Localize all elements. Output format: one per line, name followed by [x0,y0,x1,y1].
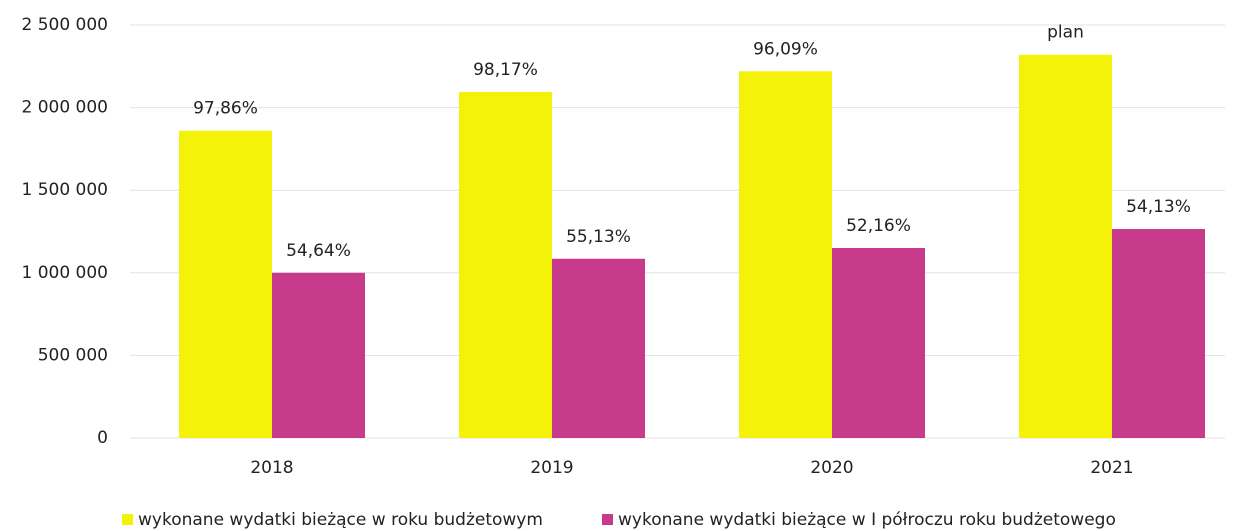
bar [179,130,272,438]
bar-annotation: plan [1047,23,1084,43]
bar-annotation: 98,17% [473,60,538,80]
bar [832,248,925,438]
x-tick-label: 2021 [1090,458,1133,478]
y-tick-label: 2 500 000 [21,15,108,35]
legend-label: wykonane wydatki bieżące w roku budżetow… [138,510,543,530]
bar [1112,229,1205,438]
x-tick-label: 2020 [810,458,853,478]
bar [552,258,645,438]
bar-annotation: 54,13% [1126,197,1191,217]
bar [739,71,832,439]
bar-annotation: 96,09% [753,39,818,59]
legend-swatch [602,514,613,525]
y-tick-label: 1 500 000 [21,180,108,200]
legend-swatch [122,514,133,525]
bar-annotation: 97,86% [193,99,258,119]
legend-label: wykonane wydatki bieżące w I półroczu ro… [618,510,1116,530]
y-tick-label: 0 [97,428,108,448]
y-tick-label: 1 000 000 [21,263,108,283]
y-tick-label: 2 000 000 [21,98,108,118]
bar-annotation: 52,16% [846,216,911,236]
bar-annotation: 55,13% [566,227,631,247]
bar-annotation: 54,64% [286,241,351,261]
x-tick-label: 2018 [250,458,293,478]
bar [1019,54,1112,439]
y-tick-label: 500 000 [38,345,108,365]
bar [272,272,365,438]
x-tick-label: 2019 [530,458,573,478]
bar [459,91,552,438]
